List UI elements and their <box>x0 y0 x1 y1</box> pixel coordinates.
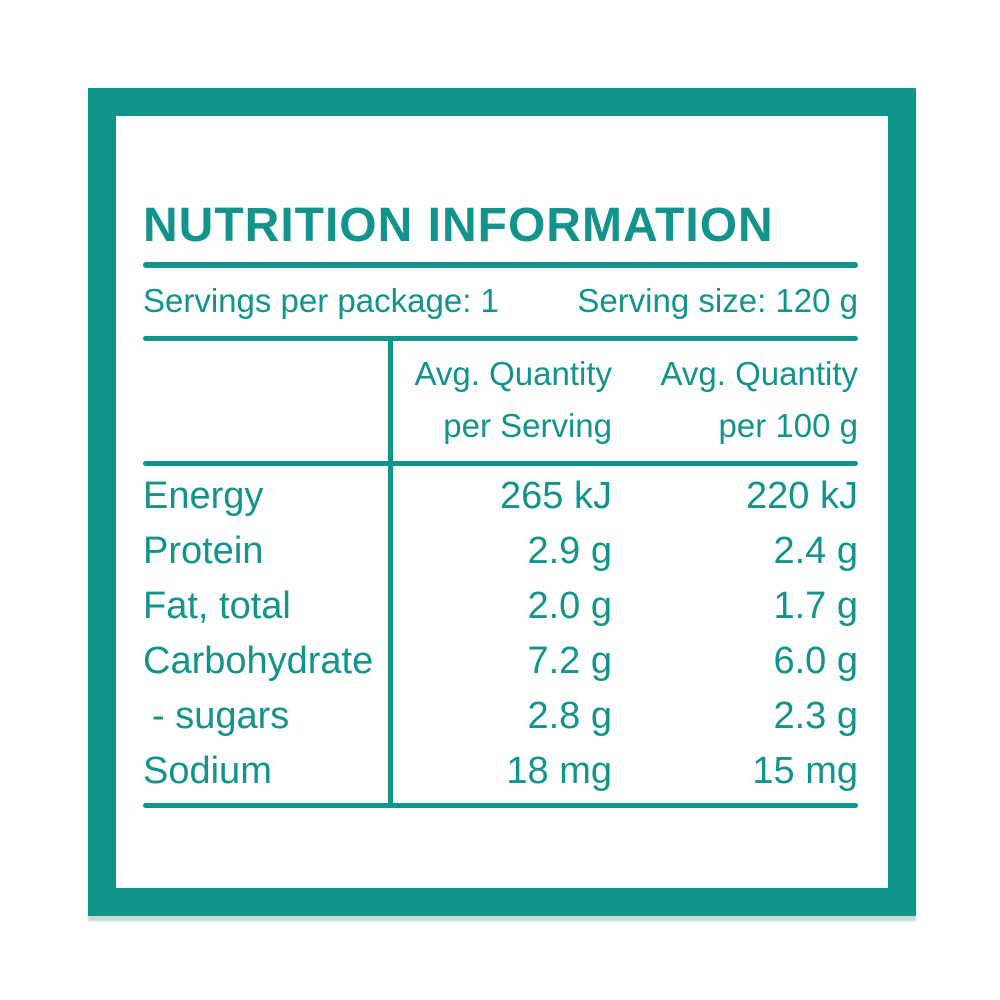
value-per-serving: 2.0 g <box>527 585 612 627</box>
value-per-100g: 1.7 g <box>773 585 858 627</box>
value-per-serving: 265 kJ <box>500 475 612 517</box>
header-divider-rule <box>143 461 858 466</box>
value-per-100g: 220 kJ <box>746 475 858 517</box>
value-per-serving: 7.2 g <box>527 640 612 682</box>
value-per-100g: 15 mg <box>752 750 858 792</box>
table-bottom-rule <box>143 803 858 808</box>
table-body: Energy 265 kJ 220 kJ Protein 2.9 g 2.4 g… <box>143 466 858 803</box>
serving-size: Serving size: 120 g <box>577 282 858 319</box>
value-per-serving: 2.9 g <box>527 530 612 572</box>
header-per-100g-line2: per 100 g <box>718 407 858 444</box>
nutrient-name: Protein <box>143 530 264 572</box>
table-row-energy: Energy 265 kJ 220 kJ <box>143 469 858 524</box>
servings-line: Servings per package: 1 Serving size: 12… <box>143 279 858 323</box>
header-per-100g: Avg. Quantity per 100 g <box>612 348 858 452</box>
nutrient-name: - sugars <box>152 695 290 737</box>
nutrition-label-frame: NUTRITION INFORMATION Servings per packa… <box>88 88 916 916</box>
title-divider-rule <box>143 262 858 268</box>
servings-per-package: Servings per package: 1 <box>143 282 499 319</box>
header-nutrient-empty <box>143 348 390 452</box>
value-per-100g: 6.0 g <box>773 640 858 682</box>
page-title: NUTRITION INFORMATION <box>143 199 774 252</box>
header-per-serving-line1: Avg. Quantity <box>414 355 612 392</box>
nutrition-table: Avg. Quantity per Serving Avg. Quantity … <box>143 341 858 808</box>
nutrient-name: Sodium <box>143 750 272 792</box>
value-per-serving: 18 mg <box>506 750 612 792</box>
nutrient-name: Energy <box>143 475 264 517</box>
value-per-100g: 2.3 g <box>773 695 858 737</box>
column-divider-line <box>388 341 393 808</box>
header-per-serving-line2: per Serving <box>443 407 612 444</box>
nutrition-label: NUTRITION INFORMATION Servings per packa… <box>116 116 888 808</box>
table-row-sodium: Sodium 18 mg 15 mg <box>143 744 858 799</box>
value-per-serving: 2.8 g <box>527 695 612 737</box>
nutrient-name: Carbohydrate <box>143 640 374 682</box>
servings-divider-rule <box>143 336 858 341</box>
value-per-100g: 2.4 g <box>773 530 858 572</box>
table-row-sugars: - sugars 2.8 g 2.3 g <box>143 689 858 744</box>
table-row-carbohydrate: Carbohydrate 7.2 g 6.0 g <box>143 634 858 689</box>
table-row-protein: Protein 2.9 g 2.4 g <box>143 524 858 579</box>
header-per-serving: Avg. Quantity per Serving <box>390 348 612 452</box>
nutrient-name: Fat, total <box>143 585 291 627</box>
table-row-fat-total: Fat, total 2.0 g 1.7 g <box>143 579 858 634</box>
table-header-row: Avg. Quantity per Serving Avg. Quantity … <box>143 341 858 461</box>
header-per-100g-line1: Avg. Quantity <box>660 355 858 392</box>
